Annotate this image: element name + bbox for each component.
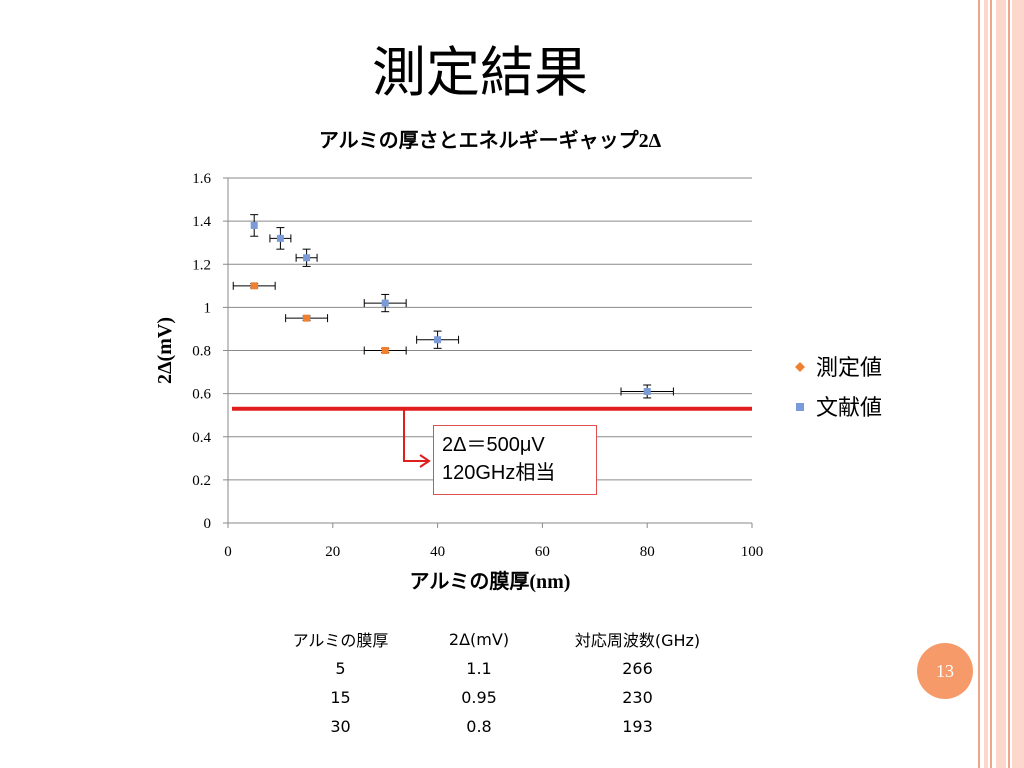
- cell-frequency: 193: [622, 717, 653, 736]
- callout-line-2: 120GHz相当: [442, 462, 556, 484]
- cell-frequency: 266: [622, 659, 653, 678]
- x-tick-label: 60: [535, 544, 550, 560]
- measured-point: [381, 347, 389, 354]
- y-axis-label: 2Δ(mV): [154, 317, 176, 384]
- decor-stripe: [984, 0, 988, 768]
- decor-stripe: [1012, 0, 1024, 768]
- measured-point: [250, 282, 258, 290]
- cell-gap: 1.1: [466, 659, 492, 678]
- table-row: 30 0.8 193: [268, 712, 730, 741]
- y-tick-label: 1.4: [192, 214, 211, 230]
- literature-point: [303, 254, 311, 262]
- decor-stripe: [996, 0, 1006, 768]
- literature-point: [276, 234, 284, 242]
- measured-point: [303, 314, 311, 322]
- y-tick-label: 1.6: [192, 171, 211, 187]
- page-number-badge: 13: [917, 643, 973, 699]
- literature-point: [434, 336, 442, 344]
- literature-point: [381, 299, 389, 307]
- slide-title: 測定結果: [372, 41, 588, 104]
- cell-thickness: 15: [330, 688, 351, 707]
- x-tick-label: 0: [224, 544, 232, 560]
- cell-thickness: 5: [335, 659, 346, 678]
- table-row: 15 0.95 230: [268, 683, 730, 712]
- y-tick-label: 1: [204, 300, 212, 316]
- y-tick-label: 0.4: [192, 430, 211, 446]
- cell-thickness: 30: [330, 717, 351, 736]
- header-thickness: アルミの膜厚: [292, 631, 389, 650]
- cell-gap: 0.95: [461, 688, 497, 707]
- table-row: 5 1.1 266: [268, 654, 730, 683]
- legend-marker-diamond: [795, 362, 805, 372]
- x-tick-label: 100: [741, 544, 764, 560]
- legend-label: 測定値: [816, 355, 882, 380]
- results-table: アルミの膜厚 2Δ(mV) 対応周波数(GHz) 5 1.1 266 15 0.…: [268, 624, 730, 741]
- reference-connector: [403, 408, 428, 462]
- decor-stripe: [990, 0, 992, 768]
- y-tick-label: 0: [204, 516, 212, 532]
- decor-stripe: [978, 0, 980, 768]
- x-axis-label: アルミの膜厚(nm): [410, 569, 571, 593]
- arrow-head-icon: [419, 454, 431, 468]
- callout-line-1: 2Δ＝500μV: [442, 434, 545, 456]
- chart-title: アルミの厚さとエネルギーギャップ2Δ: [319, 129, 662, 152]
- table-header-row: アルミの膜厚 2Δ(mV) 対応周波数(GHz): [268, 624, 730, 654]
- y-tick-label: 0.6: [192, 387, 211, 403]
- header-gap: 2Δ(mV): [448, 629, 510, 649]
- y-tick-label: 0.2: [192, 473, 211, 489]
- literature-point: [643, 387, 651, 395]
- literature-point: [250, 221, 258, 229]
- reference-callout: 2Δ＝500μV 120GHz相当: [433, 425, 597, 495]
- x-tick-label: 40: [430, 544, 445, 560]
- cell-gap: 0.8: [466, 717, 492, 736]
- header-frequency: 対応周波数(GHz): [574, 631, 701, 650]
- x-tick-label: 80: [640, 544, 655, 560]
- y-tick-label: 1.2: [192, 257, 211, 273]
- x-tick-label: 20: [325, 544, 340, 560]
- legend-marker-square: [796, 403, 804, 411]
- cell-frequency: 230: [622, 688, 653, 707]
- decor-stripe: [1008, 0, 1010, 768]
- legend-label: 文献値: [816, 395, 882, 420]
- y-tick-label: 0.8: [192, 344, 211, 360]
